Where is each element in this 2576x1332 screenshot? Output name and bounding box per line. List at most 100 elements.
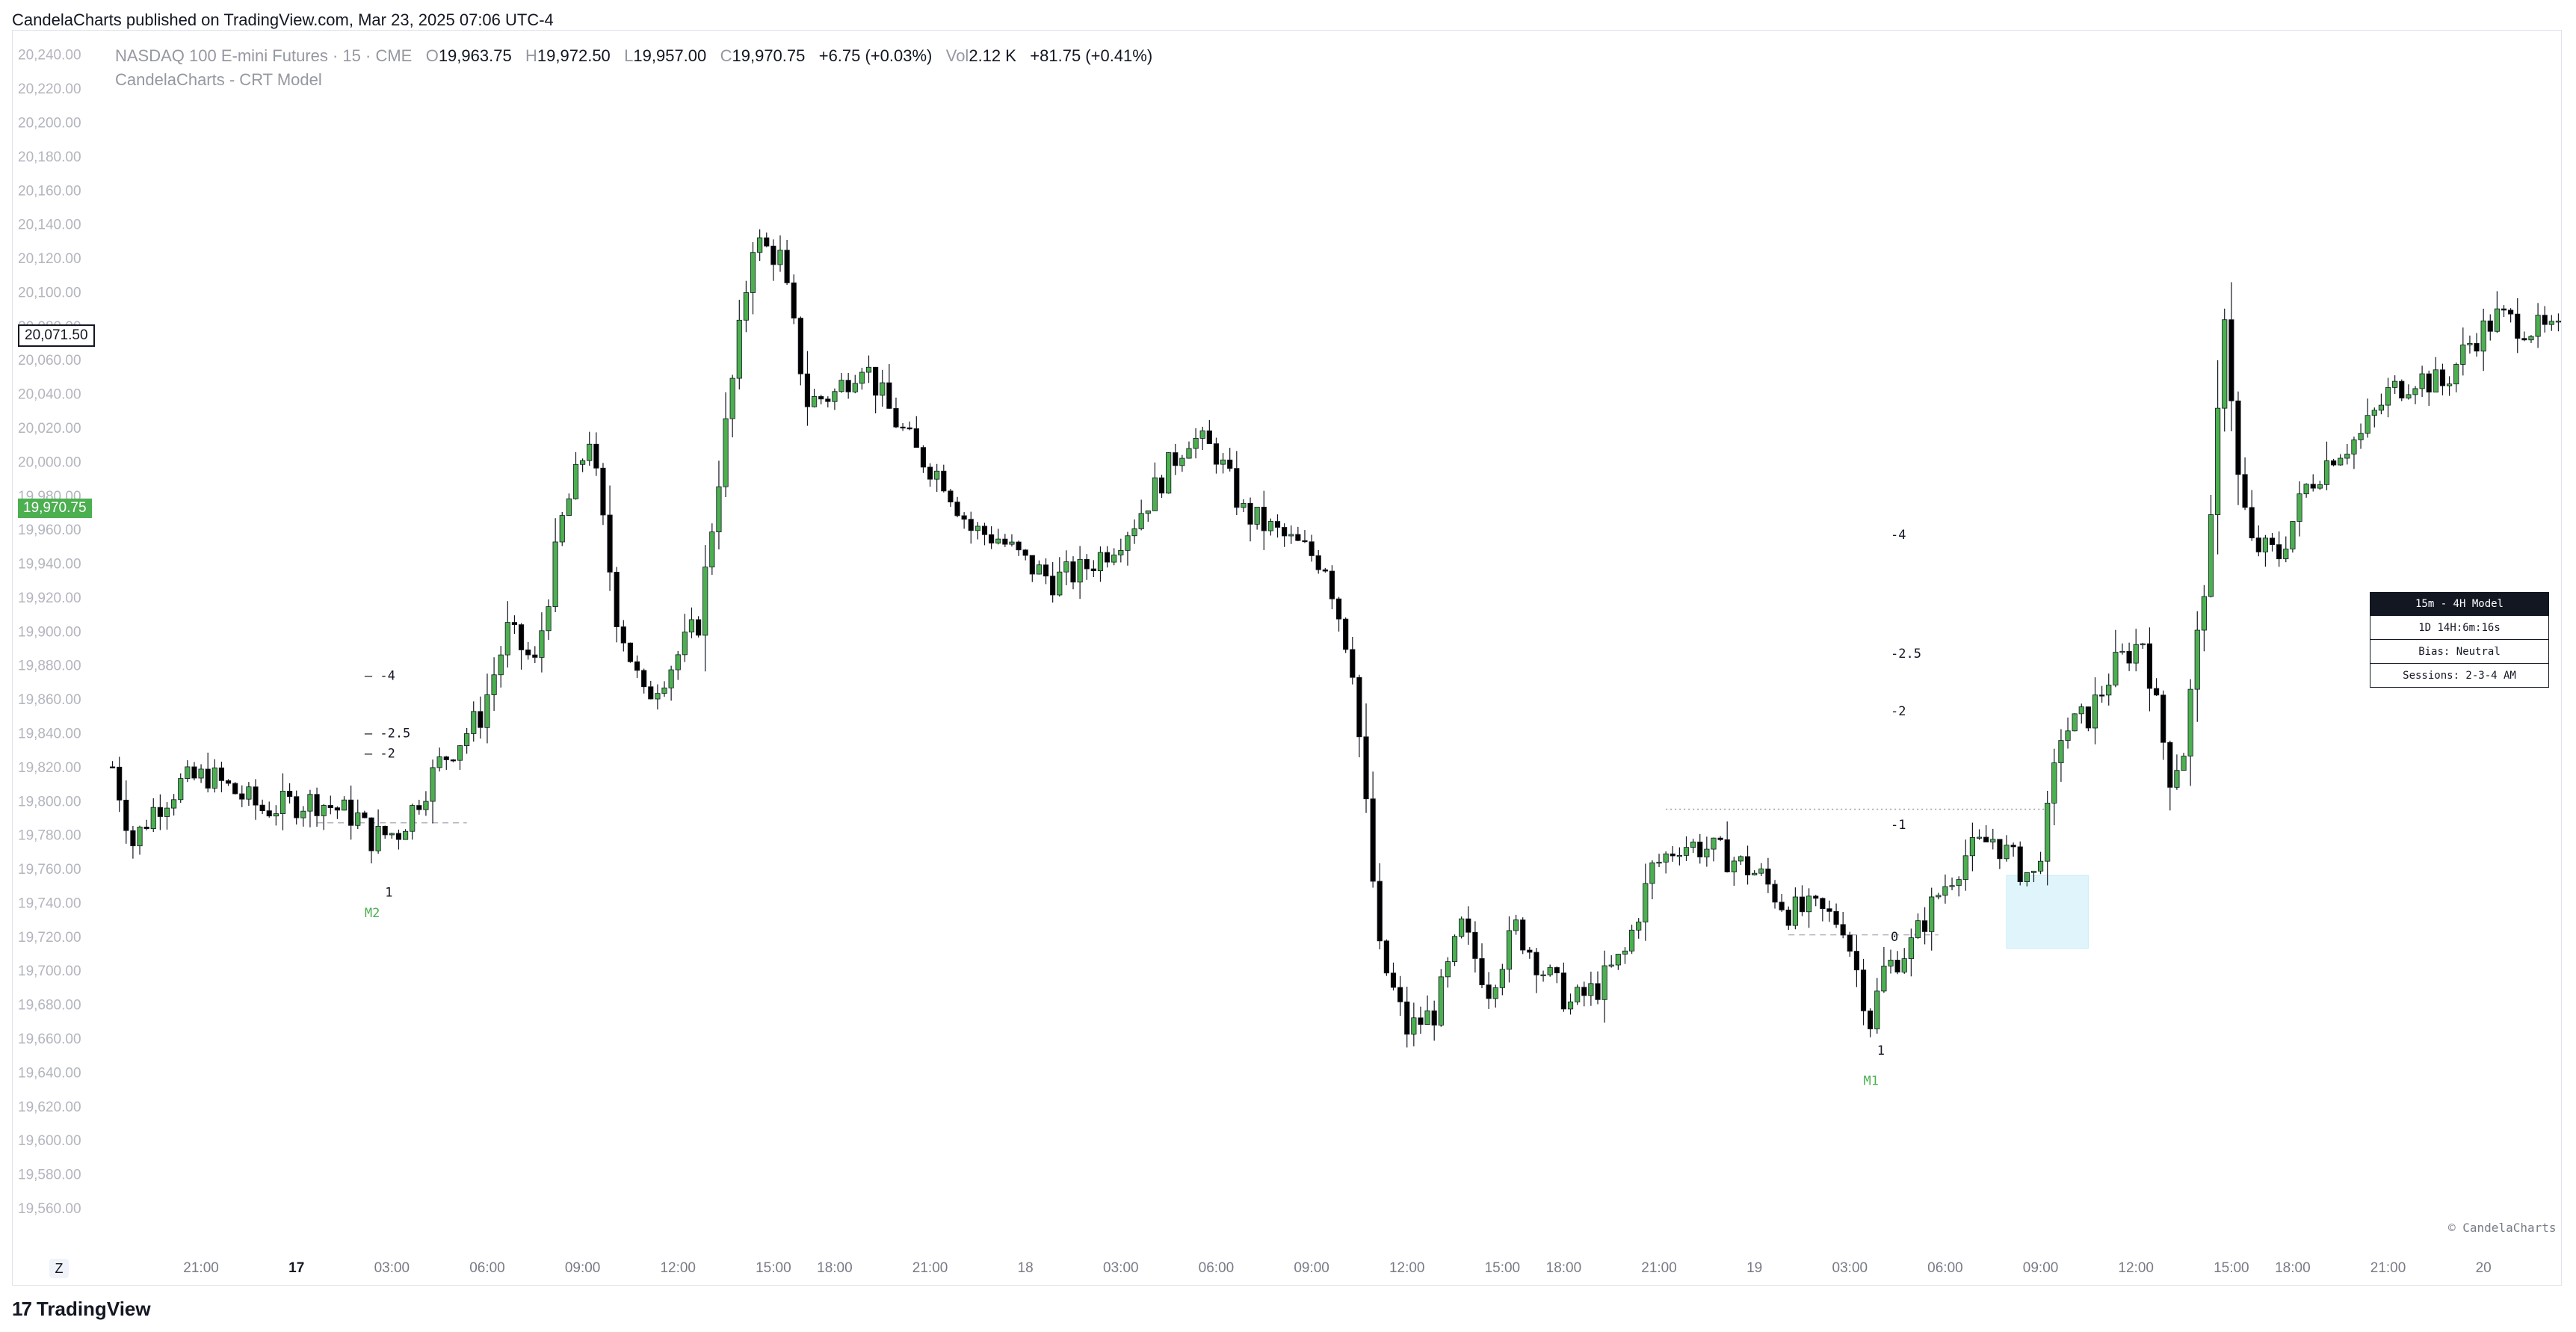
candle-body [307,794,313,812]
candle-body [348,799,354,826]
candle-body [430,767,436,802]
candle-body [2140,643,2146,646]
candle-body [1267,521,1273,531]
candle-body [137,827,143,847]
candle-body [1322,569,1328,572]
candle-body [1560,972,1566,1010]
candle-body [723,418,729,487]
candle-body [1752,872,1758,876]
candle-body [1894,960,1900,972]
candle-body [655,693,661,700]
candle-body [2528,336,2534,341]
x-tick-label: 15:00 [1485,1260,1521,1276]
candle-body [2099,694,2105,697]
candle-body [634,661,640,671]
candle-body [1527,949,1533,953]
x-tick-label: 06:00 [469,1260,505,1276]
candle-body [1601,965,1607,1000]
candle-body [1016,541,1022,551]
y-tick-label: 19,560.00 [18,1201,81,1217]
candle-body [382,826,388,836]
price-chart[interactable]: 20,240.00 20,220.00 20,200.00 20,180.00 20,1… [12,30,2562,1286]
candle-body [1997,839,2003,860]
candle-body [2276,544,2282,560]
crt-marker-label: M1 [1864,1074,1879,1089]
candle-body [1813,895,1819,899]
candle-body [1043,564,1049,577]
candle-body [1683,847,1690,856]
crt-level-label: -2 [1891,704,1906,719]
candle-body [1186,448,1192,459]
candle-body [2358,433,2364,440]
candle-body [811,396,818,407]
candle-body [2051,762,2057,804]
candle-body [1499,969,1505,988]
candle-body [1868,1010,1874,1029]
tradingview-logo[interactable]: 17 TradingView [12,1298,151,1321]
candle-body [1540,974,1546,976]
x-tick-label: 15:00 [756,1260,791,1276]
candle-body [2045,803,2051,862]
candle-body [1193,438,1199,449]
legend-change: +6.75 (+0.03%) [818,46,933,65]
y-tick-label: 19,660.00 [18,1032,81,1047]
candle-body [668,669,674,688]
candles [109,229,2562,1048]
x-tick-label: 06:00 [1199,1260,1235,1276]
y-tick-label: 20,220.00 [18,81,81,97]
candle-body [1472,931,1478,959]
candle-body [205,768,211,789]
candle-body [164,807,170,817]
candle-body [995,538,1001,544]
y-tick-label: 20,160.00 [18,183,81,199]
crt-overlay [317,808,2089,949]
candle-body [1377,881,1383,942]
candle-body [2426,373,2432,393]
candle-body [1145,511,1151,514]
candle-body [450,759,456,762]
candle-body [2399,380,2405,398]
candle-body [436,756,442,768]
candle-body [457,745,463,761]
candle-body [246,786,252,800]
candle-body [2331,460,2337,466]
x-tick-label: 03:00 [1832,1260,1868,1276]
candle-body [1438,976,1444,1026]
candle-body [2249,507,2255,539]
candle-body [314,794,320,816]
candle-body [2133,644,2139,664]
candle-body [661,687,667,694]
candle-body [117,766,123,801]
candle-body [1799,896,1806,913]
candle-body [1050,576,1056,596]
candle-body [2269,537,2276,546]
crt-marker-label: M2 [365,906,380,921]
candle-body [2453,364,2459,385]
candle-body [1738,856,1744,862]
candle-body [1206,430,1212,444]
candle-body [259,804,265,812]
candle-body [1636,922,1642,931]
y-tick-label: 19,860.00 [18,692,81,708]
x-tick-label: 19 [1746,1260,1762,1276]
candle-body [825,398,831,402]
candle-body [334,807,340,811]
info-table-bias: Bias: Neutral [2370,640,2549,664]
legend-symbol[interactable]: NASDAQ 100 E-mini Futures · 15 · CME [115,46,413,65]
x-tick-label: 18:00 [2275,1260,2311,1276]
publish-info: CandelaCharts published on TradingView.c… [12,10,554,29]
candle-body [1663,853,1669,863]
candle-body [471,711,477,734]
candle-body [757,237,763,253]
crt-level-label: -1 [1891,818,1906,833]
candle-body [1697,842,1703,857]
candle-body [1881,965,1887,992]
x-tick-label: 21:00 [2370,1260,2406,1276]
candle-body [2119,650,2125,653]
candle-body [2208,514,2214,597]
timezone-button[interactable]: Z [49,1259,69,1278]
chart-legend: NASDAQ 100 E-mini Futures · 15 · CME O19… [115,46,1152,66]
candle-body [934,470,940,480]
candle-body [2535,315,2541,337]
indicator-name[interactable]: CandelaCharts - CRT Model [115,70,322,89]
